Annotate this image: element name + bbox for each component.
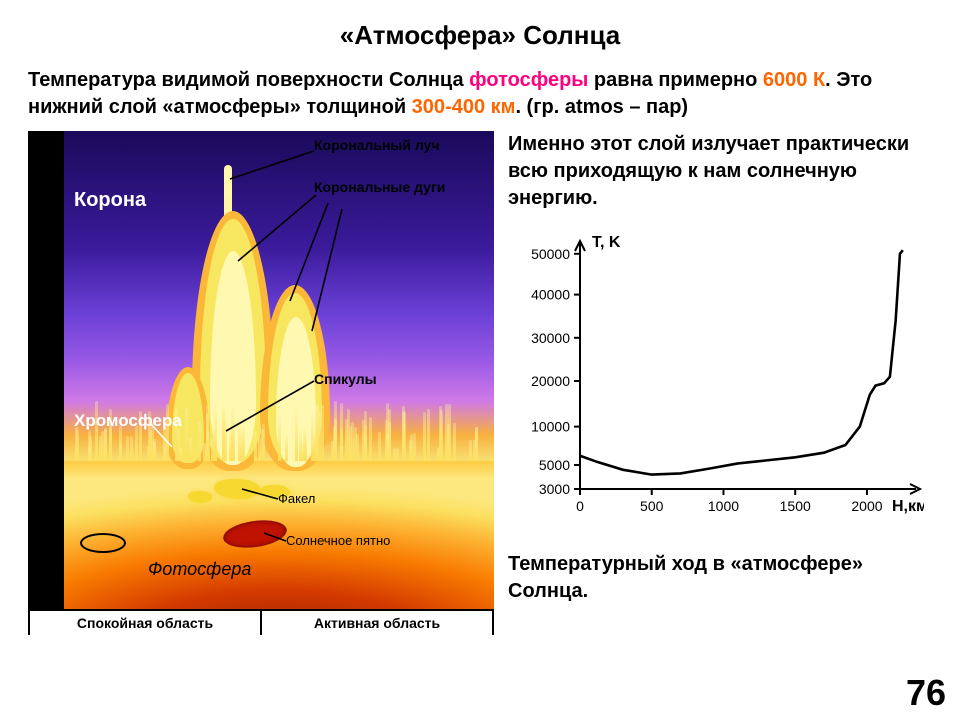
right-paragraph: Именно этот слой излучает практически вс… <box>508 131 932 211</box>
svg-text:0: 0 <box>576 498 584 514</box>
sun-atmosphere-diagram: Корона Хромосфера Корональный луч Корона… <box>28 131 494 609</box>
facula-label: Факел <box>278 491 315 506</box>
svg-text:20000: 20000 <box>531 373 570 389</box>
corona-label: Корона <box>74 189 146 212</box>
svg-text:500: 500 <box>640 498 664 514</box>
svg-text:50000: 50000 <box>531 246 570 262</box>
svg-text:2000: 2000 <box>851 498 882 514</box>
quiet-region-label: Спокойная область <box>28 611 262 635</box>
svg-text:40000: 40000 <box>531 287 570 303</box>
sunspot-label-text: Солнечное пятно <box>286 533 390 548</box>
intro-text: равна примерно <box>588 69 763 91</box>
photosphere-label: Фотосфера <box>148 559 251 580</box>
diagram-left-margin <box>28 131 64 609</box>
intro-thickness: 300-400 км <box>412 96 516 118</box>
intro-text: Температура видимой поверхности Солнца <box>28 69 469 91</box>
chart-svg: 3000 5000 10000 20000 30000 40000 50000 0 500 100… <box>514 229 924 529</box>
slide-title: «Атмосфера» Солнца <box>28 20 932 51</box>
region-labels: Спокойная область Активная область <box>28 609 494 635</box>
spicules-label: Спикулы <box>314 371 377 387</box>
svg-text:1000: 1000 <box>708 498 739 514</box>
svg-text:T, K: T, K <box>592 234 621 251</box>
chromosphere-label: Хромосфера <box>74 411 182 431</box>
chart-caption: Температурный ход в «атмосфере» Солнца. <box>508 551 932 605</box>
intro-paragraph: Температура видимой поверхности Солнца ф… <box>28 67 932 121</box>
intro-text: . (гр. atmos – пар) <box>515 96 688 118</box>
svg-text:1500: 1500 <box>780 498 811 514</box>
temperature-chart: 3000 5000 10000 20000 30000 40000 50000 0 500 100… <box>514 229 924 529</box>
svg-text:5000: 5000 <box>539 457 570 473</box>
coronal-ray-label-text: Корональный луч <box>314 137 439 153</box>
coronal-arcs-label-text: Корональные дуги <box>314 179 445 195</box>
coronal-ray-label: Корональный луч <box>314 137 439 153</box>
svg-text:10000: 10000 <box>531 419 570 435</box>
intro-photosphere: фотосферы <box>469 69 588 91</box>
quiet-region-marker <box>80 533 126 553</box>
page-number: 76 <box>906 672 946 714</box>
svg-text:Н,км: Н,км <box>892 498 924 515</box>
facula <box>188 491 212 503</box>
intro-6000k: 6000 К <box>763 69 825 91</box>
active-region-label: Активная область <box>262 611 494 635</box>
coronal-arcs-label: Корональные дуги <box>314 179 445 195</box>
svg-text:3000: 3000 <box>539 481 570 497</box>
sunspot-label: Солнечное пятно <box>286 533 390 548</box>
svg-text:30000: 30000 <box>531 330 570 346</box>
